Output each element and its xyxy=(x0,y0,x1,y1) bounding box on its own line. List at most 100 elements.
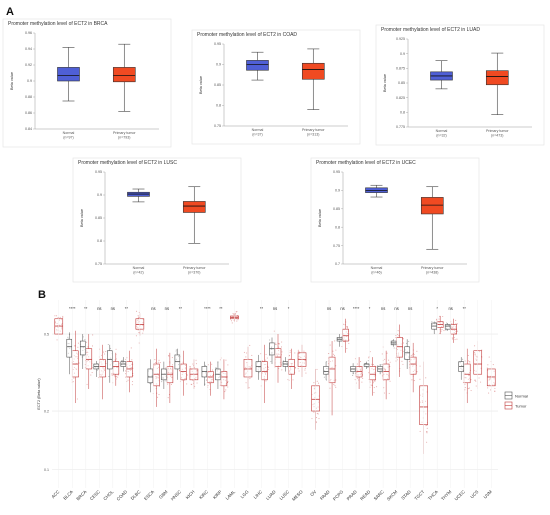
jitter-point xyxy=(397,352,399,354)
chart-title: Promoter methylation level of ECT2 in CO… xyxy=(197,32,297,38)
y-tick-label: 0.925 xyxy=(396,37,405,41)
jitter-point xyxy=(224,391,226,393)
jitter-point xyxy=(91,345,94,347)
jitter-point xyxy=(233,313,235,315)
iqr-box xyxy=(420,197,444,215)
jitter-point xyxy=(125,370,127,372)
jitter-point xyxy=(387,375,390,377)
jitter-point xyxy=(170,376,173,379)
jitter-point xyxy=(265,363,267,366)
count-label: (n=438) xyxy=(426,271,439,275)
jitter-point xyxy=(416,350,418,352)
jitter-point xyxy=(312,404,314,406)
jitter-point xyxy=(373,380,375,382)
normal-box xyxy=(404,339,410,369)
jitter-point xyxy=(451,338,453,340)
jitter-point xyxy=(181,373,183,376)
jitter-point xyxy=(147,370,150,372)
jitter-point xyxy=(402,363,404,365)
y-axis-label: Beta value xyxy=(318,209,322,227)
jitter-point xyxy=(218,375,220,377)
panel-label-a: A xyxy=(6,6,14,18)
jitter-point xyxy=(227,364,229,366)
jitter-point xyxy=(56,322,58,324)
jitter-point xyxy=(421,421,423,423)
normal-box xyxy=(201,361,208,386)
jitter-point xyxy=(83,355,85,357)
jitter-point xyxy=(359,374,361,376)
jitter-point xyxy=(315,421,317,423)
jitter-point xyxy=(88,359,90,361)
jitter-point xyxy=(232,313,234,315)
category-label: Primary tumor xyxy=(421,266,444,270)
jitter-point xyxy=(289,351,291,353)
jitter-point xyxy=(412,370,414,373)
jitter-point xyxy=(278,343,280,345)
jitter-point xyxy=(311,418,313,420)
jitter-point xyxy=(494,390,496,392)
jitter-point xyxy=(209,380,211,383)
jitter-point xyxy=(105,362,107,364)
jitter-point xyxy=(373,375,375,377)
jitter-point xyxy=(155,376,157,378)
jitter-point xyxy=(469,371,471,373)
count-label: (n=97) xyxy=(63,136,74,140)
jitter-point xyxy=(184,364,187,367)
jitter-point xyxy=(475,385,477,387)
jitter-point xyxy=(426,432,428,434)
jitter-point xyxy=(115,376,118,378)
jitter-point xyxy=(246,364,248,366)
significance-label: ** xyxy=(260,306,264,311)
jitter-point xyxy=(192,363,194,365)
jitter-point xyxy=(158,359,160,361)
category-label: UCS xyxy=(469,489,479,499)
iqr-box xyxy=(274,348,282,367)
y-tick-label: 0.95 xyxy=(95,170,102,174)
jitter-point xyxy=(400,343,402,345)
jitter-point xyxy=(246,366,248,368)
jitter-point xyxy=(215,367,218,369)
jitter-point xyxy=(96,369,98,371)
tumor-box xyxy=(99,344,106,400)
jitter-point xyxy=(281,341,283,343)
chart-title: Promoter methylation level of ECT2 in UC… xyxy=(316,160,416,166)
normal-box xyxy=(365,184,388,198)
jitter-point xyxy=(182,372,184,374)
jitter-point xyxy=(475,355,477,357)
jitter-point xyxy=(75,368,78,370)
jitter-point xyxy=(289,372,291,374)
category-label: CESC xyxy=(89,489,101,501)
jitter-point xyxy=(142,322,144,324)
category-label: SARC xyxy=(373,489,385,501)
jitter-point xyxy=(68,343,70,345)
jitter-point xyxy=(291,363,293,365)
jitter-point xyxy=(346,326,348,328)
jitter-point xyxy=(236,320,238,322)
jitter-point xyxy=(359,366,361,368)
jitter-point xyxy=(343,339,345,341)
jitter-point xyxy=(316,380,318,382)
jitter-point xyxy=(265,359,267,361)
jitter-point xyxy=(235,311,237,313)
jitter-point xyxy=(191,383,193,386)
jitter-point xyxy=(281,369,283,371)
jitter-point xyxy=(54,321,57,323)
y-axis-label: Beta value xyxy=(383,74,387,92)
jitter-point xyxy=(278,368,280,370)
jitter-point xyxy=(395,335,397,337)
normal-box xyxy=(127,188,150,203)
jitter-point xyxy=(453,326,455,328)
category-label: LGG xyxy=(240,489,251,500)
jitter-point xyxy=(413,364,415,366)
jitter-point xyxy=(194,385,196,387)
jitter-point xyxy=(168,371,170,373)
jitter-point xyxy=(276,353,278,355)
jitter-point xyxy=(76,398,78,400)
jitter-point xyxy=(165,367,167,369)
jitter-point xyxy=(305,372,307,374)
jitter-point xyxy=(357,369,359,372)
jitter-point xyxy=(314,386,316,388)
jitter-point xyxy=(137,315,139,317)
jitter-point xyxy=(389,365,391,368)
